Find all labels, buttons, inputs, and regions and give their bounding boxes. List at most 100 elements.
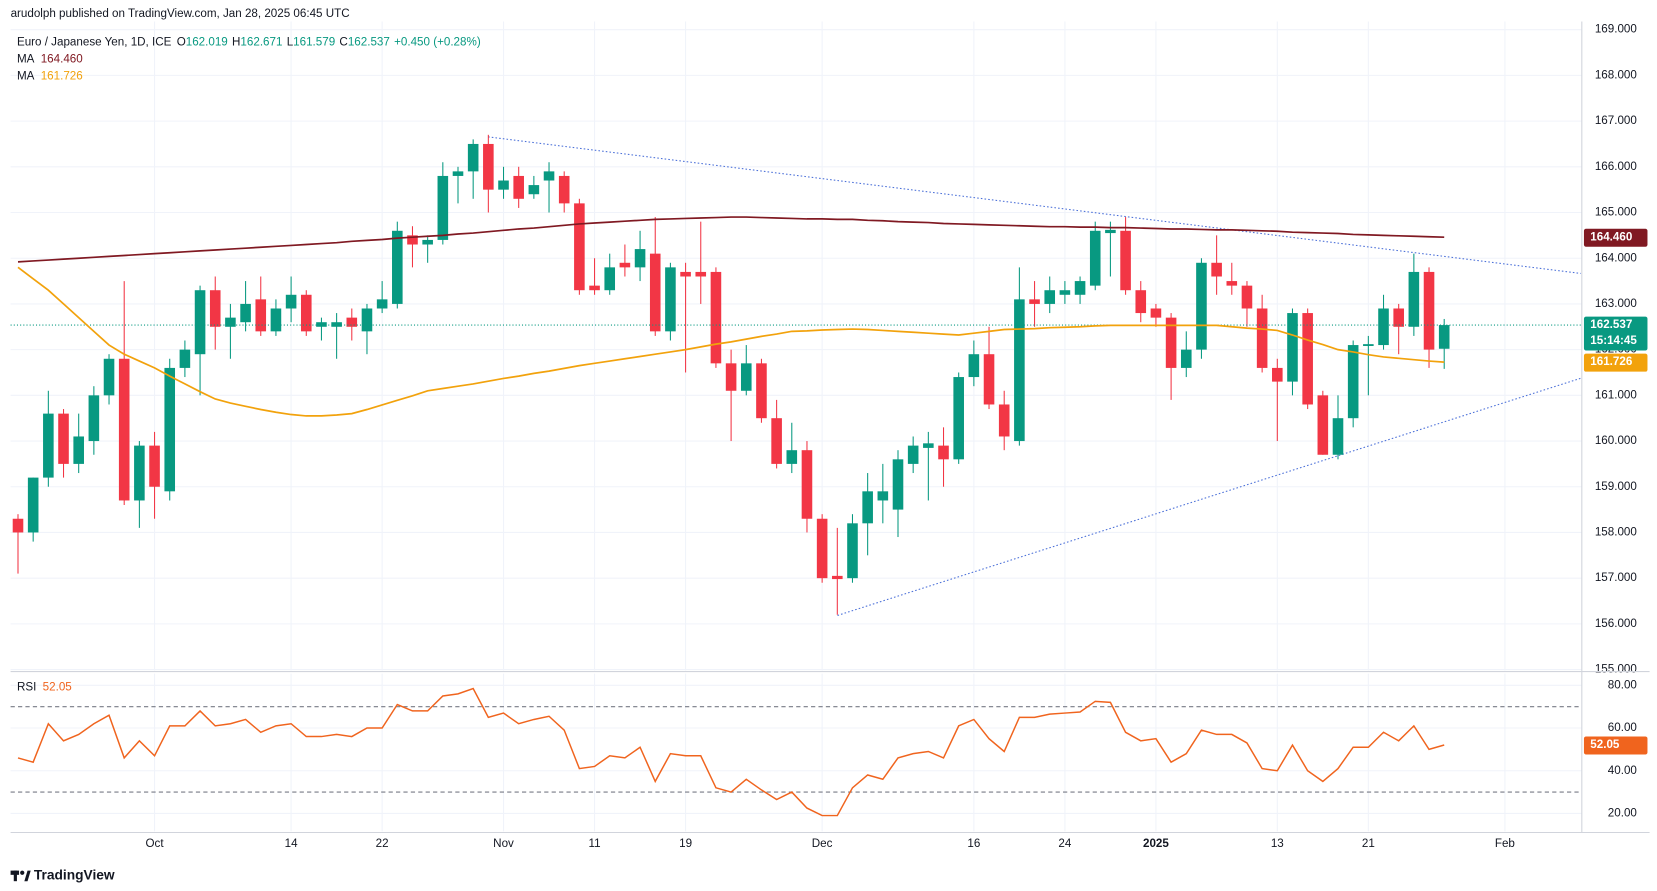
candle-body [1014, 299, 1025, 442]
candle-body [816, 518, 828, 579]
x-tick-label: 2025 [1143, 837, 1169, 850]
x-tick-label: 19 [679, 837, 692, 850]
change: +0.450 (+0.28%) [394, 36, 481, 49]
price-label-box [1583, 316, 1648, 351]
price-label-box [1583, 736, 1648, 755]
ohlc-key: H [232, 36, 240, 49]
ohlc-key: L [287, 36, 294, 49]
candle-body [968, 354, 980, 378]
candle-body [437, 175, 449, 240]
candle-body [1378, 308, 1389, 346]
x-tick-label: Dec [812, 837, 833, 850]
y-tick-label: 160.000 [1595, 434, 1638, 447]
brand-logo [10, 870, 31, 882]
candle-body [695, 271, 707, 277]
candle-body [58, 413, 69, 464]
candle-body [316, 322, 327, 327]
ohlc-value: 161.579 [293, 36, 335, 49]
candle-body [1287, 313, 1298, 382]
candle-body [710, 271, 722, 364]
candle-body [634, 249, 646, 268]
legend-ma: MA 161.726 [17, 70, 83, 83]
price-label: 164.460 [1590, 230, 1632, 243]
candle-body [255, 299, 267, 332]
candle-body [680, 271, 691, 277]
brand: TradingView [34, 868, 115, 883]
candle-body [1165, 317, 1177, 368]
legend-value: 52.05 [43, 681, 72, 694]
candle-body [1211, 262, 1222, 277]
candle-body [483, 143, 494, 190]
candle-body [589, 285, 600, 291]
candle-body [1105, 229, 1116, 234]
candle-body [1044, 290, 1056, 304]
ohlc-value: 162.019 [186, 36, 228, 49]
candle-body [771, 418, 782, 464]
candle-body [1317, 395, 1329, 455]
y-tick-label: 164.000 [1595, 251, 1638, 264]
candle-body [361, 308, 373, 332]
candle-body [923, 443, 934, 448]
candle-body [862, 491, 873, 524]
candle-body [1029, 299, 1040, 304]
x-tick-label: 24 [1058, 837, 1071, 850]
candle-body [1256, 308, 1268, 368]
price-label: 161.726 [1590, 355, 1633, 368]
candle-body [1408, 271, 1420, 327]
legend-name: RSI [17, 681, 36, 694]
candle-body [1135, 290, 1147, 314]
y-tick-label: 40.00 [1608, 764, 1638, 777]
grid-layer: 155.000 156.000 157.000 158.000 159.000 160.0… [10, 21, 1638, 832]
y-tick-label: 156.000 [1595, 617, 1638, 630]
x-tick-label: 14 [285, 837, 298, 850]
y-tick-label: 166.000 [1595, 160, 1638, 173]
x-tick-label: 11 [589, 837, 601, 850]
candle-body [649, 253, 661, 332]
price-label: 52.05 [1590, 738, 1620, 751]
symbol-title: Euro / Japanese Yen, 1D, ICE [17, 36, 172, 49]
candle-body [1226, 281, 1238, 286]
candle-body [801, 450, 813, 519]
candle-body [118, 358, 130, 501]
x-tick-label: 13 [1271, 837, 1284, 850]
candle-body [164, 367, 176, 492]
candle-body [619, 262, 631, 268]
candle-body [953, 377, 964, 460]
candle-body [498, 180, 509, 190]
ohlc-value: 162.537 [348, 36, 390, 49]
candle-body [285, 294, 297, 309]
legend-name: MA [17, 70, 35, 83]
candle-body [1332, 418, 1344, 455]
candle-body [12, 518, 24, 533]
candle-body [194, 290, 206, 355]
candle-body [558, 175, 570, 204]
price-label: 15:14:45 [1590, 334, 1637, 347]
x-tick-label: 21 [1362, 837, 1375, 850]
candle-body [1059, 290, 1071, 295]
y-tick-label: 80.00 [1608, 678, 1638, 691]
legend-value: 164.460 [41, 53, 84, 66]
candle-body [528, 185, 540, 195]
candle-body [513, 175, 524, 199]
x-tick-label: Oct [146, 837, 165, 850]
mark-layer [10, 134, 1582, 817]
y-tick-label: 60.00 [1608, 721, 1638, 734]
candle-body [1241, 285, 1253, 309]
candle-body [1363, 344, 1374, 346]
candle-body [225, 317, 236, 327]
y-tick-label: 165.000 [1595, 206, 1638, 219]
legend-ma: MA 164.460 [17, 53, 83, 66]
y-tick-label: 161.000 [1595, 388, 1638, 401]
y-tick-label: 158.000 [1595, 526, 1638, 539]
candle-body [1196, 262, 1207, 350]
y-tick-label: 159.000 [1595, 480, 1638, 493]
candle-body [1302, 313, 1313, 405]
candle-body [1347, 345, 1359, 419]
candle-body [1438, 325, 1450, 349]
ohlc-key: O [177, 36, 186, 49]
candle-body [725, 363, 737, 391]
candle-body [756, 363, 767, 419]
candle-body [604, 267, 616, 291]
candle-body [1180, 349, 1192, 368]
